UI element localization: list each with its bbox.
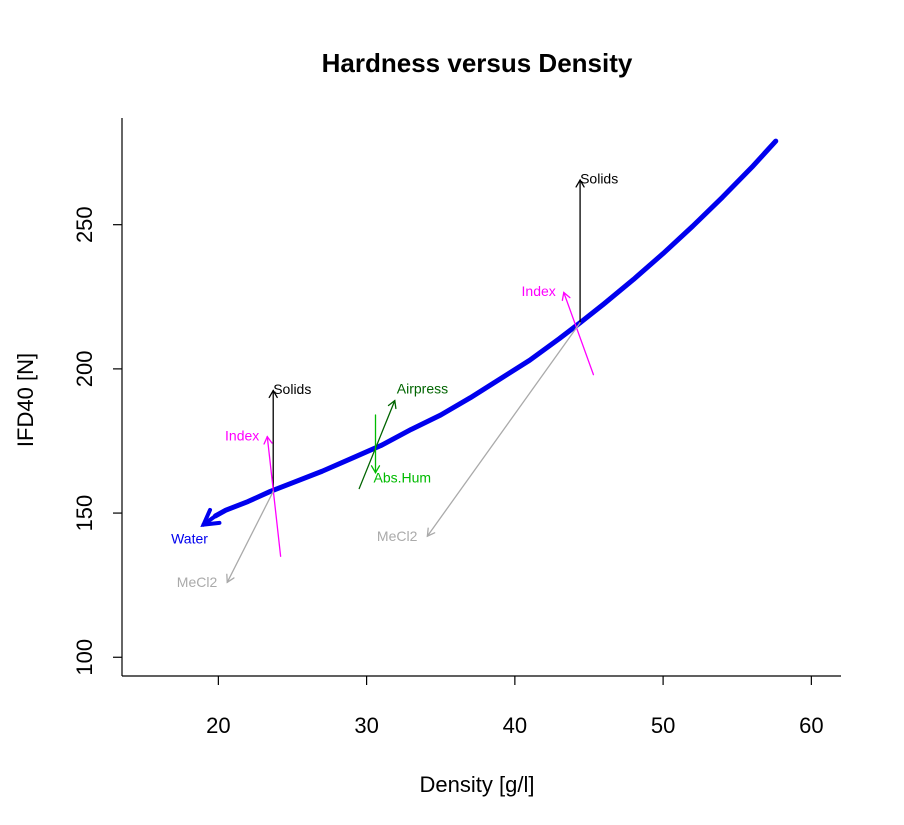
x-axis-title: Density [g/l] <box>420 772 535 797</box>
water-label: Water <box>171 530 208 546</box>
mecl2-label: MeCl2 <box>177 574 218 590</box>
y-axis-ticks: 100 150 200 250 <box>72 206 122 676</box>
y-tick-label: 200 <box>72 351 97 388</box>
plot-area: Water Solids Index MeCl2 Airpress Abs.Hum Soli… <box>171 138 779 590</box>
x-tick-label: 40 <box>503 713 527 738</box>
x-tick-label: 50 <box>651 713 675 738</box>
index-label: Index <box>522 283 556 299</box>
x-tick-label: 30 <box>354 713 378 738</box>
solids-label: Solids <box>580 171 618 187</box>
water-arrow <box>200 507 222 527</box>
index-arrow <box>263 435 282 557</box>
y-axis-title: IFD40 [N] <box>13 353 38 447</box>
solids-arrow <box>268 389 278 493</box>
mecl2-arrow <box>426 322 581 538</box>
y-tick-label: 100 <box>72 639 97 676</box>
abshum-label: Abs.Hum <box>374 469 432 485</box>
solids-arrow <box>575 178 585 324</box>
abshum-arrow <box>370 414 381 474</box>
x-axis-ticks: 20 30 40 50 60 <box>206 676 824 738</box>
x-tick-label: 20 <box>206 713 230 738</box>
x-tick-label: 60 <box>799 713 823 738</box>
plot-frame <box>121 118 841 677</box>
index-arrow <box>561 291 595 376</box>
solids-label: Solids <box>273 381 311 397</box>
airpress-label: Airpress <box>397 380 448 396</box>
curve-line <box>212 138 779 519</box>
index-label: Index <box>225 427 259 443</box>
y-tick-label: 150 <box>72 495 97 532</box>
mecl2-label: MeCl2 <box>377 528 418 544</box>
chart-title: Hardness versus Density <box>322 48 633 78</box>
mecl2-arrow <box>226 490 274 584</box>
y-tick-label: 250 <box>72 206 97 243</box>
airpress-arrow <box>358 399 397 490</box>
